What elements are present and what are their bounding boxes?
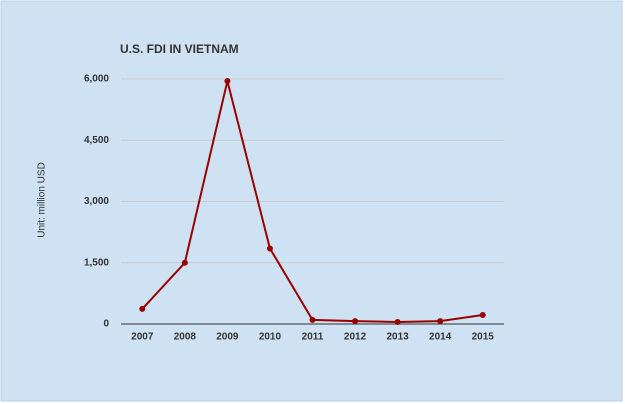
data-point bbox=[479, 312, 486, 319]
y-tick-label: 4,500 bbox=[84, 135, 109, 146]
data-point bbox=[266, 245, 273, 252]
data-point bbox=[181, 259, 188, 266]
x-tick-label: 2007 bbox=[131, 332, 154, 343]
x-tick-label: 2011 bbox=[302, 332, 324, 343]
y-axis-label: Unit: million USD bbox=[37, 162, 48, 238]
x-tick-label: 2013 bbox=[386, 332, 409, 343]
x-tick-label: 2010 bbox=[259, 332, 282, 343]
data-point bbox=[394, 318, 401, 325]
data-point bbox=[224, 78, 231, 85]
x-tick-label: 2009 bbox=[216, 332, 239, 343]
data-point bbox=[437, 318, 444, 325]
x-tick-label: 2014 bbox=[429, 332, 452, 343]
x-tick-label: 2015 bbox=[472, 332, 495, 343]
data-point bbox=[309, 316, 316, 323]
chart-title: U.S. FDI IN VIETNAM bbox=[120, 42, 239, 56]
data-point bbox=[352, 318, 359, 325]
y-tick-label: 1,500 bbox=[84, 257, 109, 268]
y-tick-label: 3,000 bbox=[84, 196, 109, 207]
y-tick-label: 0 bbox=[103, 319, 109, 330]
x-tick-label: 2012 bbox=[344, 332, 367, 343]
data-point bbox=[139, 305, 146, 312]
x-tick-label: 2008 bbox=[174, 332, 197, 343]
y-tick-label: 6,000 bbox=[84, 74, 109, 85]
